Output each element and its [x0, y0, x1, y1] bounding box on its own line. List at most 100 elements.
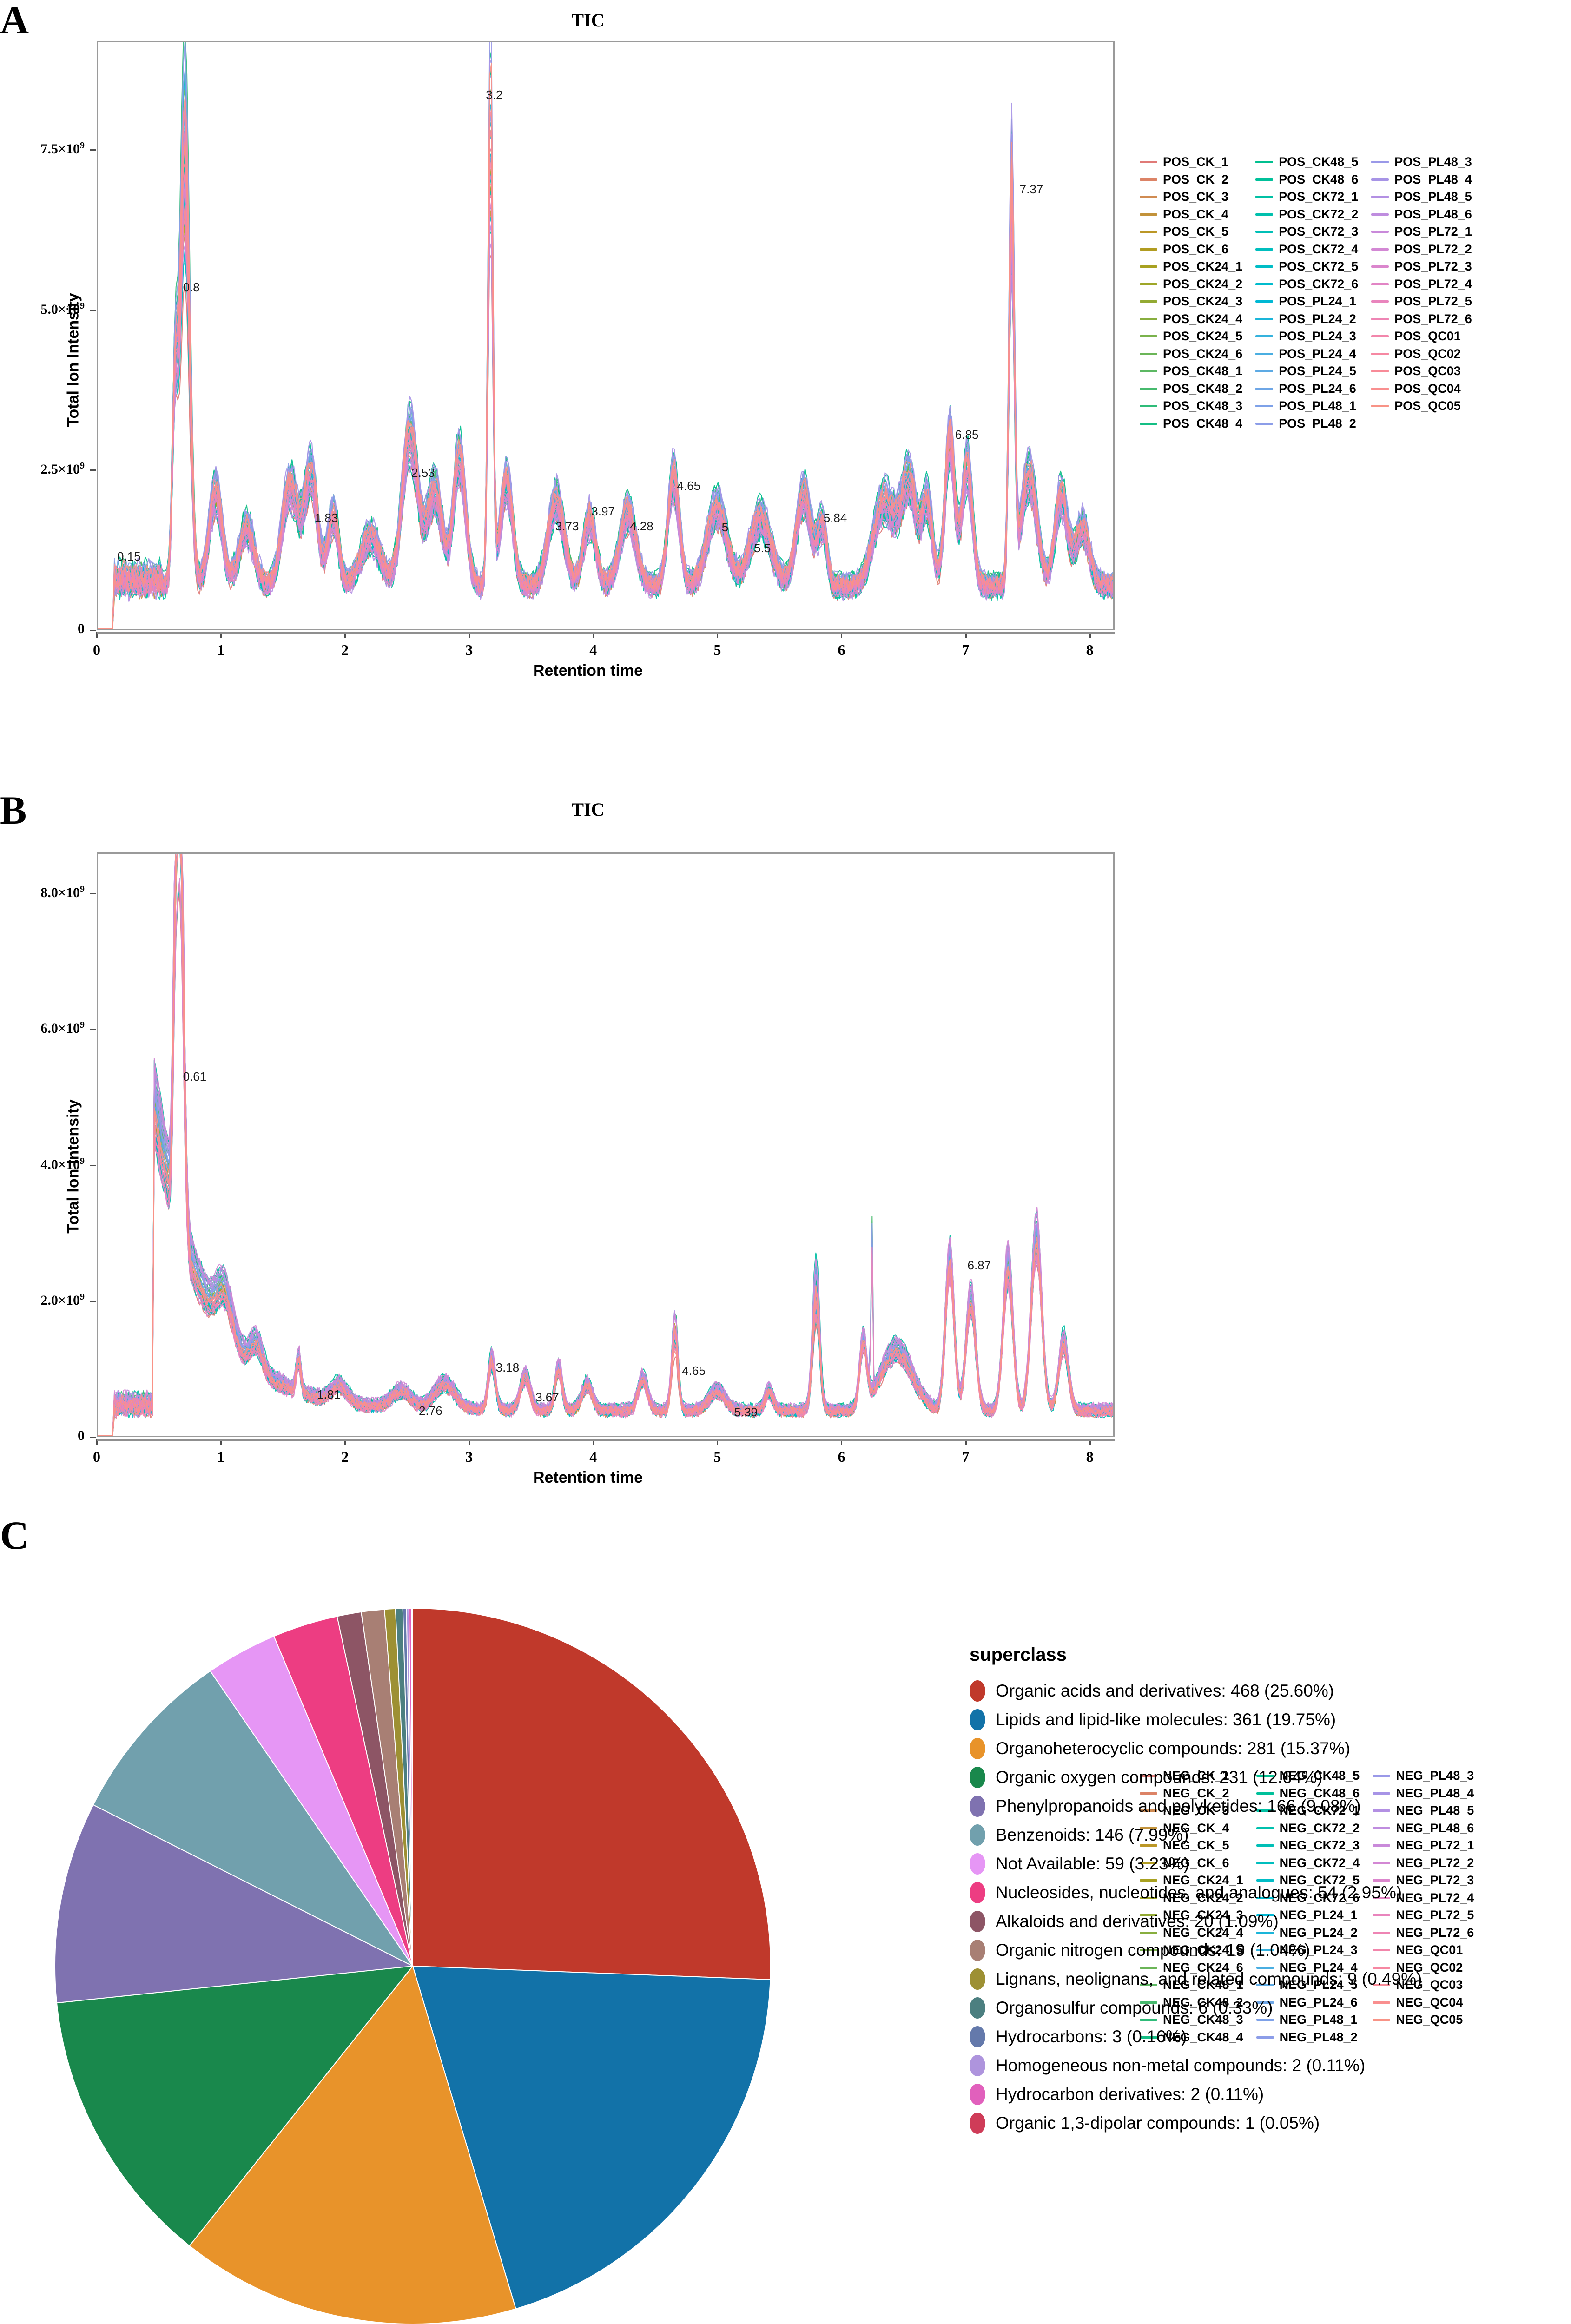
legend-item[interactable]: POS_CK72_5 — [1255, 258, 1358, 276]
pie-slice[interactable] — [189, 1965, 517, 2324]
legend-item[interactable]: POS_PL48_4 — [1371, 171, 1472, 189]
legend-item[interactable]: NEG_PL24_3 — [1256, 1941, 1360, 1959]
pie-slice[interactable] — [411, 1607, 413, 1967]
pie-slice[interactable] — [56, 1965, 414, 2247]
legend-item[interactable]: NEG_CK48_3 — [1140, 2011, 1243, 2029]
legend-item[interactable]: NEG_CK24_6 — [1140, 1959, 1243, 1977]
legend-item[interactable]: POS_CK24_3 — [1140, 293, 1242, 310]
legend-item[interactable]: NEG_PL72_2 — [1373, 1855, 1474, 1872]
legend-item[interactable]: NEG_CK72_2 — [1256, 1820, 1360, 1837]
legend-item[interactable]: POS_CK_1 — [1140, 153, 1242, 171]
legend-item[interactable]: NEG_CK72_5 — [1256, 1872, 1360, 1889]
legend-item[interactable]: NEG_CK_2 — [1140, 1785, 1243, 1802]
legend-item[interactable]: POS_QC05 — [1371, 397, 1472, 415]
legend-item[interactable]: POS_CK24_1 — [1140, 258, 1242, 276]
legend-item[interactable]: NEG_CK48_6 — [1256, 1785, 1360, 1802]
pie-legend-item[interactable]: Hydrocarbons: 3 (0.16%) — [970, 2022, 1422, 2051]
legend-item[interactable]: NEG_CK48_1 — [1140, 1976, 1243, 1994]
legend-item[interactable]: POS_CK_2 — [1140, 171, 1242, 189]
legend-item[interactable]: POS_QC02 — [1371, 345, 1472, 363]
legend-item[interactable]: NEG_CK72_6 — [1256, 1889, 1360, 1907]
legend-item[interactable]: POS_PL24_4 — [1255, 345, 1358, 363]
legend-item[interactable]: POS_PL48_3 — [1371, 153, 1472, 171]
legend-item[interactable]: NEG_CK_4 — [1140, 1820, 1243, 1837]
legend-item[interactable]: POS_CK24_2 — [1140, 276, 1242, 293]
legend-item[interactable]: NEG_CK72_4 — [1256, 1855, 1360, 1872]
pie-legend-item[interactable]: Hydrocarbon derivatives: 2 (0.11%) — [970, 2080, 1422, 2109]
legend-item[interactable]: NEG_CK24_3 — [1140, 1907, 1243, 1924]
pie-legend-item[interactable]: Lignans, neolignans, and related compoun… — [970, 1965, 1422, 1994]
legend-item[interactable]: NEG_PL72_1 — [1373, 1837, 1474, 1855]
legend-item[interactable]: NEG_CK_3 — [1140, 1802, 1243, 1820]
legend-item[interactable]: NEG_CK_5 — [1140, 1837, 1243, 1855]
legend-item[interactable]: POS_CK24_4 — [1140, 310, 1242, 328]
legend-item[interactable]: NEG_PL48_4 — [1373, 1785, 1474, 1802]
pie-slice[interactable] — [412, 1965, 771, 2310]
legend-item[interactable]: NEG_PL72_4 — [1373, 1889, 1474, 1907]
legend-item[interactable]: NEG_PL24_1 — [1256, 1907, 1360, 1924]
legend-item[interactable]: NEG_CK48_2 — [1140, 1994, 1243, 2012]
legend-item[interactable]: NEG_PL48_6 — [1373, 1820, 1474, 1837]
legend-item[interactable]: NEG_CK24_4 — [1140, 1924, 1243, 1942]
pie-legend-item[interactable]: Organic nitrogen compounds: 19 (1.04%) — [970, 1936, 1422, 1965]
legend-item[interactable]: POS_PL48_1 — [1255, 397, 1358, 415]
legend-item[interactable]: POS_PL72_1 — [1371, 223, 1472, 241]
legend-item[interactable]: POS_CK_4 — [1140, 206, 1242, 224]
legend-item[interactable]: NEG_PL72_6 — [1373, 1924, 1474, 1942]
legend-item[interactable]: NEG_CK_1 — [1140, 1767, 1243, 1785]
pie-legend-item[interactable]: Organoheterocyclic compounds: 281 (15.37… — [970, 1734, 1422, 1763]
pie-legend-item[interactable]: Organic oxygen compounds: 231 (12.64%) — [970, 1763, 1422, 1792]
pie-legend-item[interactable]: Not Available: 59 (3.23%) — [970, 1849, 1422, 1878]
legend-item[interactable]: POS_CK48_2 — [1140, 380, 1242, 398]
pie-legend-item[interactable]: Phenylpropanoids and polyketides: 166 (9… — [970, 1792, 1422, 1821]
legend-item[interactable]: POS_PL48_5 — [1371, 188, 1472, 206]
legend-item[interactable]: POS_CK48_1 — [1140, 363, 1242, 380]
legend-item[interactable]: NEG_PL24_2 — [1256, 1924, 1360, 1942]
pie-slice[interactable] — [92, 1670, 413, 1967]
legend-item[interactable]: POS_PL24_6 — [1255, 380, 1358, 398]
pie-legend-item[interactable]: Organic 1,3-dipolar compounds: 1 (0.05%) — [970, 2109, 1422, 2138]
pie-legend-item[interactable]: Organosulfur compounds: 6 (0.33%) — [970, 1994, 1422, 2022]
pie-slice[interactable] — [412, 1607, 771, 1981]
legend-item[interactable]: POS_QC03 — [1371, 363, 1472, 380]
legend-item[interactable]: POS_CK48_5 — [1255, 153, 1358, 171]
legend-item[interactable]: NEG_PL24_5 — [1256, 1976, 1360, 1994]
legend-item[interactable]: POS_PL72_2 — [1371, 241, 1472, 258]
legend-item[interactable]: POS_CK48_6 — [1255, 171, 1358, 189]
legend-item[interactable]: POS_PL72_5 — [1371, 293, 1472, 310]
legend-item[interactable]: POS_CK72_2 — [1255, 206, 1358, 224]
pie-legend-item[interactable]: Lipids and lipid-like molecules: 361 (19… — [970, 1705, 1422, 1734]
pie-legend-item[interactable]: Homogeneous non-metal compounds: 2 (0.11… — [970, 2051, 1422, 2080]
legend-item[interactable]: NEG_PL48_3 — [1373, 1767, 1474, 1785]
legend-item[interactable]: NEG_CK24_2 — [1140, 1889, 1243, 1907]
legend-item[interactable]: NEG_PL48_1 — [1256, 2011, 1360, 2029]
legend-item[interactable]: POS_PL24_3 — [1255, 328, 1358, 345]
legend-item[interactable]: POS_PL24_2 — [1255, 310, 1358, 328]
legend-item[interactable]: POS_CK48_3 — [1140, 397, 1242, 415]
legend-item[interactable]: POS_CK72_6 — [1255, 276, 1358, 293]
legend-item[interactable]: NEG_CK48_4 — [1140, 2029, 1243, 2047]
legend-item[interactable]: NEG_QC04 — [1373, 1994, 1474, 2012]
legend-item[interactable]: NEG_CK_6 — [1140, 1855, 1243, 1872]
legend-item[interactable]: NEG_CK72_3 — [1256, 1837, 1360, 1855]
legend-item[interactable]: POS_CK72_1 — [1255, 188, 1358, 206]
legend-item[interactable]: POS_QC01 — [1371, 328, 1472, 345]
legend-item[interactable]: POS_CK24_6 — [1140, 345, 1242, 363]
legend-item[interactable]: POS_PL72_6 — [1371, 310, 1472, 328]
legend-item[interactable]: NEG_QC01 — [1373, 1941, 1474, 1959]
legend-item[interactable]: POS_PL72_4 — [1371, 276, 1472, 293]
legend-item[interactable]: POS_CK48_4 — [1140, 415, 1242, 433]
legend-item[interactable]: NEG_QC03 — [1373, 1976, 1474, 1994]
legend-item[interactable]: NEG_PL24_6 — [1256, 1994, 1360, 2012]
legend-item[interactable]: POS_CK72_3 — [1255, 223, 1358, 241]
legend-item[interactable]: POS_PL48_6 — [1371, 206, 1472, 224]
legend-item[interactable]: NEG_CK24_5 — [1140, 1941, 1243, 1959]
legend-item[interactable]: POS_CK24_5 — [1140, 328, 1242, 345]
legend-item[interactable]: NEG_CK48_5 — [1256, 1767, 1360, 1785]
pie-legend-item[interactable]: Benzenoids: 146 (7.99%) — [970, 1821, 1422, 1849]
pie-legend-item[interactable]: Nucleosides, nucleotides, and analogues:… — [970, 1878, 1422, 1907]
legend-item[interactable]: POS_PL24_5 — [1255, 363, 1358, 380]
legend-item[interactable]: NEG_PL48_5 — [1373, 1802, 1474, 1820]
legend-item[interactable]: POS_PL72_3 — [1371, 258, 1472, 276]
pie-legend-item[interactable]: Organic acids and derivatives: 468 (25.6… — [970, 1677, 1422, 1705]
